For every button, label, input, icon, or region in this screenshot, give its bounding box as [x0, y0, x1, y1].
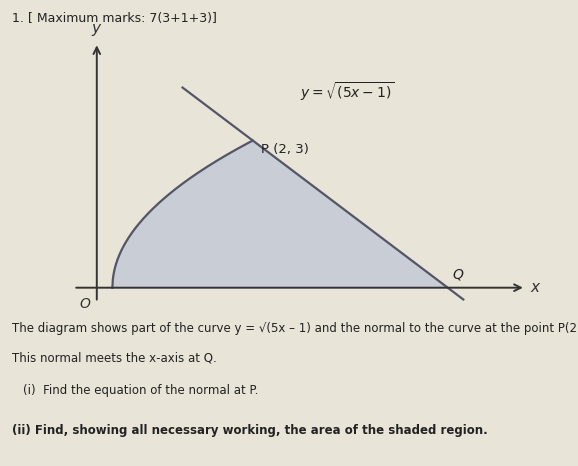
Text: $x$: $x$ — [529, 280, 541, 295]
Text: $y = \sqrt{(5x - 1)}$: $y = \sqrt{(5x - 1)}$ — [299, 80, 394, 103]
Text: $y$: $y$ — [91, 21, 102, 38]
Text: (ii) Find, showing all necessary working, the area of the shaded region.: (ii) Find, showing all necessary working… — [12, 424, 487, 437]
Text: (i)  Find the equation of the normal at P.: (i) Find the equation of the normal at P… — [23, 384, 258, 397]
Polygon shape — [112, 141, 448, 288]
Text: $O$: $O$ — [79, 296, 91, 310]
Text: 1. [ Maximum marks: 7(3+1+3)]: 1. [ Maximum marks: 7(3+1+3)] — [12, 12, 216, 25]
Text: P (2, 3): P (2, 3) — [261, 143, 309, 156]
Text: The diagram shows part of the curve y = √(5x – 1) and the normal to the curve at: The diagram shows part of the curve y = … — [12, 322, 578, 335]
Text: $Q$: $Q$ — [451, 267, 464, 282]
Text: This normal meets the x-axis at Q.: This normal meets the x-axis at Q. — [12, 352, 216, 365]
